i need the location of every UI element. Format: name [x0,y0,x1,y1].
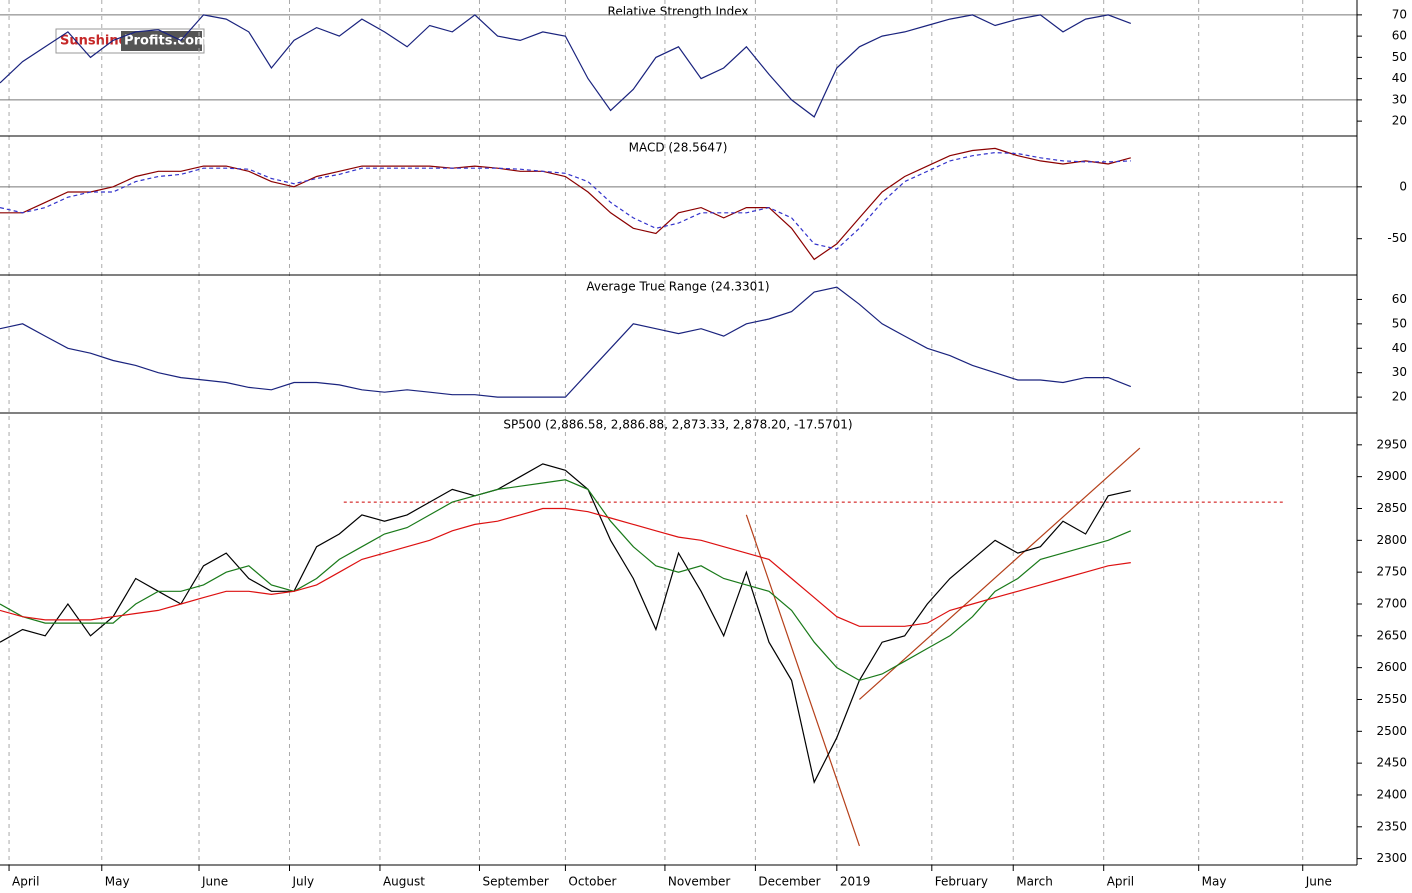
y-tick-label: 2850 [1376,501,1407,515]
logo: Sunshine Profits.com [55,28,208,54]
y-tick-label: 2350 [1376,819,1407,833]
series-line [0,286,1132,398]
x-tick-label: August [383,875,425,889]
y-tick-label: 2500 [1376,724,1407,738]
panel-title: MACD (28.5647) [629,141,728,155]
y-tick-label: 2400 [1376,787,1407,801]
x-tick-label: February [935,875,988,889]
panel-title: Relative Strength Index [608,5,749,19]
y-tick-label: 2300 [1376,851,1407,865]
series-line [0,147,1131,261]
x-tick-label: November [668,875,730,889]
x-tick-label: May [105,875,130,889]
y-tick-label: 30 [1392,365,1407,379]
x-tick-label: March [1016,875,1053,889]
x-tick-label: June [201,875,228,889]
trend-line [859,447,1141,700]
y-tick-label: 2600 [1376,660,1407,674]
panel-title: SP500 (2,886.58, 2,886.88, 2,873.33, 2,8… [503,418,852,432]
y-tick-label: 30 [1392,92,1407,106]
x-tick-label: May [1202,875,1227,889]
y-tick-label: 20 [1392,390,1407,404]
x-tick-label: October [568,875,616,889]
x-tick-label: September [482,875,548,889]
y-tick-label: 2800 [1376,533,1407,547]
series-line [0,14,1132,118]
x-tick-label: 2019 [840,875,871,889]
logo-badge [121,31,202,51]
panel-title: Average True Range (24.3301) [586,280,769,294]
x-tick-label: April [1107,875,1134,889]
y-tick-label: 2700 [1376,596,1407,610]
x-tick-label: July [291,875,314,889]
trend-line [745,514,861,847]
x-tick-label: December [758,875,820,889]
series-line [0,463,1131,784]
logo-brand: Sunshine [60,34,128,49]
y-tick-label: 70 [1392,7,1407,21]
y-tick-label: 2900 [1376,469,1407,483]
y-tick-label: 2750 [1376,565,1407,579]
y-tick-label: 40 [1392,71,1407,85]
y-tick-label: 50 [1392,50,1407,64]
x-tick-label: April [12,875,39,889]
y-tick-label: 20 [1392,114,1407,128]
series-line [0,479,1132,682]
y-tick-label: 2450 [1376,756,1407,770]
y-tick-label: 60 [1392,29,1407,43]
y-tick-label: -50 [1387,231,1407,245]
logo-site: Profits.com [124,34,208,49]
y-tick-label: 2650 [1376,628,1407,642]
y-tick-label: 60 [1392,292,1407,306]
y-tick-label: 50 [1392,316,1407,330]
series-line [0,507,1131,627]
y-tick-label: 2550 [1376,692,1407,706]
y-tick-label: 40 [1392,341,1407,355]
y-tick-label: 2950 [1376,437,1407,451]
x-tick-label: June [1305,875,1332,889]
y-tick-label: 0 [1399,179,1407,193]
series-line [0,151,1131,250]
